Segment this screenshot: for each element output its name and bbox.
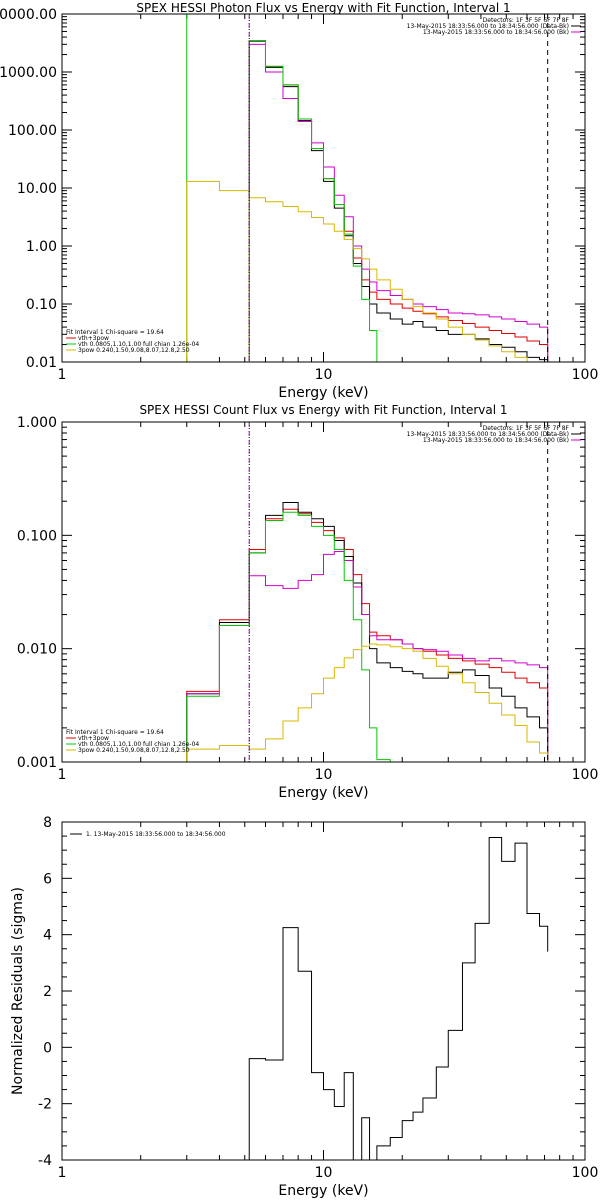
info-line: 13-May-2015 18:33:56.000 to 18:34:56.000… bbox=[423, 437, 569, 444]
y-tick-label: 0.100 bbox=[17, 528, 57, 544]
info-line: 13-May-2015 18:33:56.000 to 18:34:56.000… bbox=[407, 23, 569, 30]
x-axis: 1 10 100 bbox=[58, 14, 599, 383]
series-step-3 bbox=[186, 511, 391, 762]
plot-frame bbox=[61, 13, 586, 363]
series-step-1 bbox=[186, 501, 549, 762]
chart-title: SPEX HESSI Count Flux vs Energy with Fit… bbox=[139, 403, 507, 417]
legend-entry: Fit Interval 1 Chi-square = 19.64 bbox=[66, 329, 164, 336]
x-tick-label: 1 bbox=[58, 1165, 67, 1181]
legend-entry: vth+3pow bbox=[78, 335, 109, 342]
y-tick-label: 1.000 bbox=[17, 415, 57, 431]
y-axis: -4 -2 0 2 4 6 8 bbox=[38, 815, 585, 1169]
y-tick-label: 10.00 bbox=[17, 181, 57, 197]
series-step-1 bbox=[248, 40, 549, 362]
y-tick-label: 8 bbox=[43, 815, 52, 831]
plot-area bbox=[248, 836, 549, 1160]
x-axis: 1 10 100 bbox=[58, 422, 599, 783]
legend-entry: Fit Interval 1 Chi-square = 19.64 bbox=[66, 729, 164, 736]
y-tick-label: 4 bbox=[43, 928, 52, 944]
y-axis-label: Normalized Residuals (sigma) bbox=[10, 887, 26, 1095]
photon-flux-panel: SPEX HESSI Photon Flux vs Energy with Fi… bbox=[0, 1, 598, 401]
low-energy-yellow-step bbox=[186, 180, 250, 362]
x-tick-label: 1 bbox=[58, 367, 67, 383]
y-tick-label: 0.01 bbox=[26, 355, 57, 371]
x-tick-label: 100 bbox=[572, 767, 599, 783]
y-tick-label: 0.10 bbox=[26, 297, 57, 313]
y-tick-label: 0 bbox=[43, 1040, 52, 1056]
x-axis-label: Energy (keV) bbox=[278, 385, 368, 401]
y-tick-label: -4 bbox=[38, 1153, 52, 1169]
series-step-2 bbox=[186, 551, 549, 762]
x-tick-label: 100 bbox=[572, 1165, 599, 1181]
plot-area bbox=[186, 422, 549, 762]
info-line: Detectors: 1F 3F 5F 6F 7F 8F bbox=[483, 17, 570, 24]
x-tick-label: 10 bbox=[315, 767, 333, 783]
y-tick-label: 100.00 bbox=[8, 123, 57, 139]
chart-title: SPEX HESSI Photon Flux vs Energy with Fi… bbox=[136, 1, 510, 15]
series-step-0 bbox=[186, 508, 549, 762]
y-axis: 0.001 0.010 0.100 1.000 bbox=[17, 415, 585, 771]
y-axis: 0.01 0.10 1.00 10.00 100.00 1000.00 0000.00 bbox=[0, 7, 585, 371]
x-tick-label: 100 bbox=[572, 367, 599, 383]
series-step-4 bbox=[248, 197, 548, 362]
series-step-0 bbox=[248, 836, 549, 1160]
series-step-0 bbox=[248, 39, 549, 362]
y-tick-label: 0.001 bbox=[17, 755, 57, 771]
y-tick-label: 1.00 bbox=[26, 239, 57, 255]
series-step-2 bbox=[248, 43, 549, 362]
x-tick-label: 1 bbox=[58, 767, 67, 783]
y-tick-label: 2 bbox=[43, 984, 52, 1000]
y-tick-label: 0000.00 bbox=[0, 7, 57, 23]
x-tick-label: 10 bbox=[315, 367, 333, 383]
y-tick-label: 0.010 bbox=[17, 642, 57, 658]
info-line: 13-May-2015 18:33:56.000 to 18:34:56.000… bbox=[423, 29, 569, 36]
info-line: 13-May-2015 18:33:56.000 to 18:34:56.000… bbox=[407, 431, 569, 438]
legend-entry: vth 0.0805,1.10,1.00 full chian 1.26e-04 bbox=[78, 741, 199, 748]
info-line: Detectors: 1F 3F 5F 6F 7F 8F bbox=[483, 425, 570, 432]
legend-entry: 1. 13-May-2015 18:33:56.000 to 18:34:56.… bbox=[86, 831, 226, 838]
legend-entry: vth 0.0805,1.10,1.00 full chian 1.26e-04 bbox=[78, 341, 199, 348]
count-flux-panel: SPEX HESSI Count Flux vs Energy with Fit… bbox=[17, 403, 598, 801]
x-axis-label: Energy (keV) bbox=[278, 1183, 368, 1199]
x-axis: 1 10 100 bbox=[58, 822, 599, 1181]
x-axis-label: Energy (keV) bbox=[278, 785, 368, 801]
series-step-3 bbox=[248, 39, 391, 362]
x-tick-label: 10 bbox=[315, 1165, 333, 1181]
legend-entry: 3pow 0.240,1.50,9.08,8.07,12.8,2.50 bbox=[78, 747, 190, 754]
plot-frame bbox=[61, 421, 586, 763]
y-tick-label: 1000.00 bbox=[0, 65, 57, 81]
residuals-panel: 1 10 100 Energy (keV) -4 -2 0 2 4 6 8 Normalized Re… bbox=[10, 815, 598, 1199]
plot-frame bbox=[61, 821, 586, 1161]
y-tick-label: -2 bbox=[38, 1097, 52, 1113]
plot-area bbox=[186, 14, 549, 362]
legend-entry: 3pow 0.240,1.50,9.08,8.07,12.8,2.50 bbox=[78, 347, 190, 354]
series-step-4 bbox=[186, 643, 549, 762]
legend-entry: vth+3pow bbox=[78, 735, 109, 742]
y-tick-label: 6 bbox=[43, 871, 52, 887]
